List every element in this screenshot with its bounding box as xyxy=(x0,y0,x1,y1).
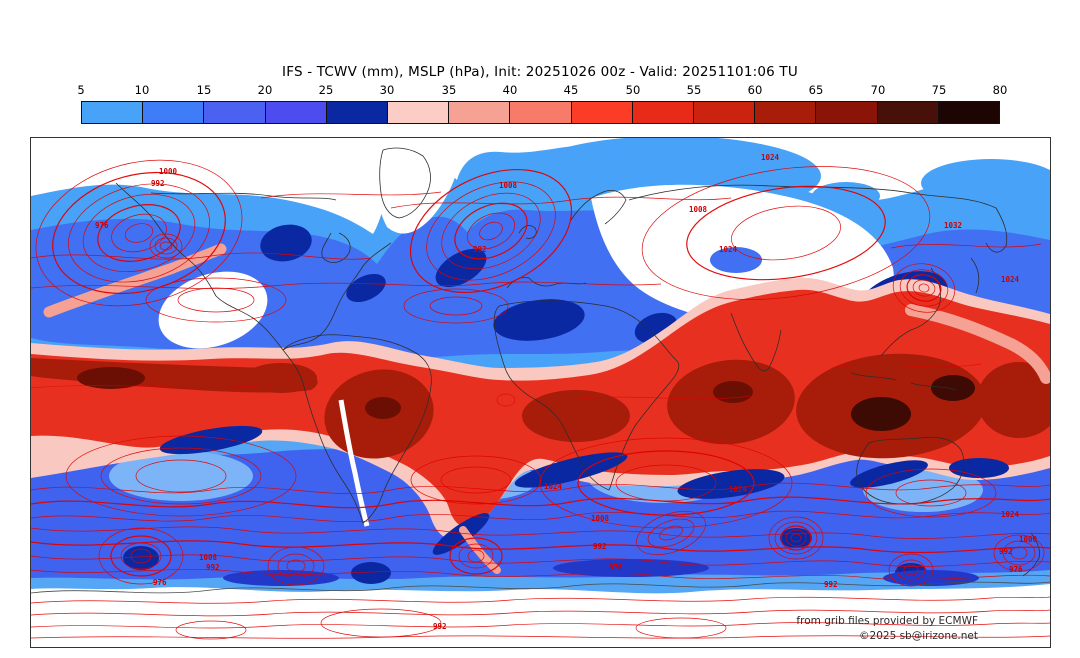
contour-label: 1008 xyxy=(689,205,708,214)
colorbar-cell xyxy=(877,102,939,123)
colorbar-cell xyxy=(82,102,144,123)
contour-label: 1024 xyxy=(1001,275,1020,284)
colorbar-tick: 65 xyxy=(808,83,824,97)
contour-labels: 1000 992 976 1008 992 1008 1024 1024 103… xyxy=(95,153,1038,631)
page-title: IFS - TCWV (mm), MSLP (hPa), Init: 20251… xyxy=(282,64,798,80)
colorbar-cell xyxy=(694,102,756,123)
contour-label: 992 xyxy=(473,245,487,254)
contour-label: 1032 xyxy=(944,221,962,230)
contour-label: 1024 xyxy=(719,245,738,254)
contour-label: 1008 xyxy=(199,553,218,562)
contour-label: 1008 xyxy=(499,181,518,190)
colorbar-tick: 80 xyxy=(992,83,1008,97)
colorbar-tick: 60 xyxy=(747,83,763,97)
attribution-line-2: ©2025 sb@irizone.net xyxy=(859,630,978,642)
contour-label: 976 xyxy=(1009,565,1023,574)
contour-label: 976 xyxy=(153,578,167,587)
map-canvas: 1000 992 976 1008 992 1008 1024 1024 103… xyxy=(31,138,1050,647)
contour-label: 1008 xyxy=(591,514,610,523)
colorbar-tick: 45 xyxy=(563,83,579,97)
colorbar-tick: 40 xyxy=(502,83,518,97)
colorbar-cell xyxy=(632,102,695,123)
colorbar-cell xyxy=(755,102,817,123)
colorbar-cell xyxy=(388,102,450,123)
contour-label: 992 xyxy=(433,622,447,631)
contour-label: 1000 xyxy=(1019,535,1038,544)
contour-label: 992 xyxy=(206,563,220,572)
colorbar-tick: 20 xyxy=(257,83,273,97)
colorbar-tick: 5 xyxy=(77,83,85,97)
colorbar-tick: 55 xyxy=(686,83,702,97)
contour-label: 1024 xyxy=(1001,510,1020,519)
colorbar-cell xyxy=(204,102,266,123)
colorbar-tick: 35 xyxy=(441,83,457,97)
contour-label: 1024 xyxy=(729,485,748,494)
colorbar-cell xyxy=(816,102,878,123)
contour-label: 1024 xyxy=(544,482,563,491)
colorbar-cell xyxy=(265,102,327,123)
colorbar-cell xyxy=(510,102,572,123)
colorbar-cell xyxy=(571,102,633,123)
contour-label: 1024 xyxy=(761,153,780,162)
colorbar-cell xyxy=(449,102,511,123)
colorbar-cell xyxy=(143,102,205,123)
weather-map: 1000 992 976 1008 992 1008 1024 1024 103… xyxy=(30,137,1051,648)
colorbar-tick: 10 xyxy=(134,83,150,97)
contour-label: 1000 xyxy=(159,167,178,176)
attribution-line-1: from grib files provided by ECMWF xyxy=(796,615,978,627)
colorbar-cell xyxy=(326,102,389,123)
mslp-contours xyxy=(31,159,1050,640)
colorbar-tick: 75 xyxy=(931,83,947,97)
contour-label: 992 xyxy=(151,179,165,188)
contour-label: 992 xyxy=(593,542,607,551)
colorbar-tick: 15 xyxy=(196,83,212,97)
colorbar-tick: 50 xyxy=(625,83,641,97)
contour-label: 976 xyxy=(609,563,623,572)
colorbar-tick: 70 xyxy=(870,83,886,97)
colorbar-tick: 30 xyxy=(379,83,395,97)
colorbar xyxy=(81,101,1000,124)
contour-label: 976 xyxy=(95,221,109,230)
contour-label: 992 xyxy=(824,580,838,589)
colorbar-cell xyxy=(938,102,1000,123)
colorbar-tick: 25 xyxy=(318,83,334,97)
tcwv-field xyxy=(31,138,1050,647)
contour-label: 992 xyxy=(999,547,1013,556)
